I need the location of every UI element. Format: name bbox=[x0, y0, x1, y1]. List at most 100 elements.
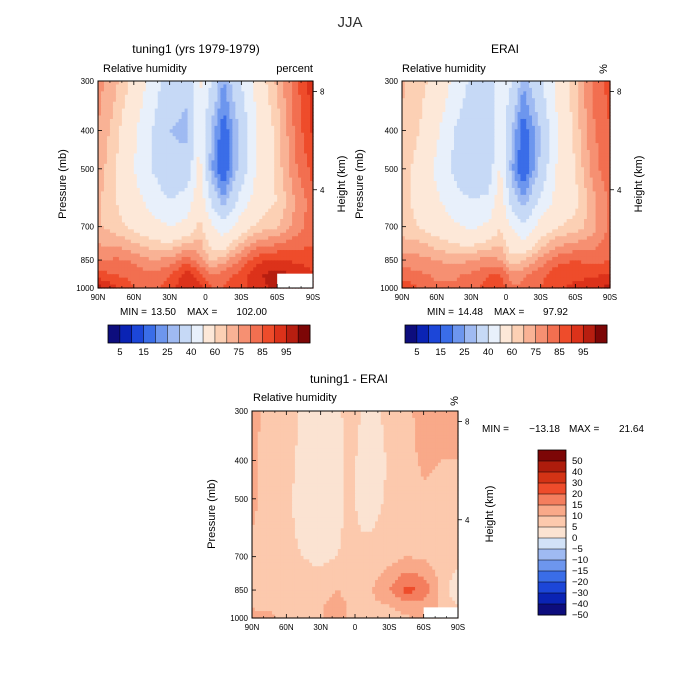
field-cell bbox=[175, 122, 180, 127]
field-cell bbox=[166, 118, 171, 123]
field-cell bbox=[184, 132, 189, 137]
field-cell bbox=[244, 136, 248, 141]
field-cell bbox=[190, 105, 195, 110]
field-cell bbox=[181, 112, 186, 117]
field-cell bbox=[229, 136, 233, 141]
field-cell bbox=[232, 132, 236, 137]
field-cell bbox=[265, 84, 269, 89]
field-cell bbox=[106, 118, 111, 123]
field-cell bbox=[98, 143, 102, 148]
field-cell bbox=[247, 118, 251, 123]
field-cell bbox=[148, 122, 153, 127]
field-cell bbox=[196, 87, 201, 92]
field-cell bbox=[280, 136, 284, 141]
field-cell bbox=[226, 84, 230, 89]
field-cell bbox=[130, 122, 135, 127]
field-cell bbox=[151, 98, 156, 103]
field-cell bbox=[280, 122, 284, 127]
field-cell bbox=[112, 108, 117, 113]
field-cell bbox=[109, 105, 114, 110]
field-cell bbox=[139, 129, 144, 134]
field-cell bbox=[274, 118, 278, 123]
field-cell bbox=[202, 94, 207, 99]
field-cell bbox=[187, 81, 192, 86]
field-cell bbox=[133, 129, 138, 134]
field-cell bbox=[295, 84, 299, 89]
field-cell bbox=[304, 98, 308, 103]
x-tick-label: 30S bbox=[234, 293, 248, 302]
field-cell bbox=[307, 112, 311, 117]
field-cell bbox=[172, 118, 177, 123]
x-tick-label: 90S bbox=[306, 293, 320, 302]
field-cell bbox=[235, 94, 239, 99]
field-cell bbox=[265, 101, 269, 106]
field-cell bbox=[139, 112, 144, 117]
field-cell bbox=[187, 136, 192, 141]
field-cell bbox=[232, 87, 236, 92]
field-cell bbox=[244, 98, 248, 103]
field-cell bbox=[295, 105, 299, 110]
field-cell bbox=[202, 132, 207, 137]
x-tick-label: 90N bbox=[91, 293, 106, 302]
field-cell bbox=[157, 108, 162, 113]
field-cell bbox=[133, 115, 138, 120]
field-cell bbox=[139, 81, 144, 86]
field-cell bbox=[271, 87, 275, 92]
field-cell bbox=[106, 101, 111, 106]
field-cell bbox=[175, 108, 180, 113]
field-cell bbox=[202, 118, 207, 123]
field-cell bbox=[139, 101, 144, 106]
field-cell bbox=[163, 115, 168, 120]
field-cell bbox=[283, 94, 287, 99]
field-cell bbox=[193, 87, 198, 92]
field-cell bbox=[268, 98, 272, 103]
field-cell bbox=[238, 136, 242, 141]
field-cell bbox=[178, 87, 183, 92]
field-cell bbox=[214, 143, 219, 148]
field-cell bbox=[178, 136, 183, 141]
field-cell bbox=[160, 139, 165, 144]
field-cell bbox=[148, 143, 153, 148]
field-cell bbox=[307, 101, 311, 106]
field-cell bbox=[253, 118, 257, 123]
field-cell bbox=[280, 115, 284, 120]
field-cell bbox=[262, 98, 266, 103]
field-cell bbox=[145, 143, 150, 148]
field-cell bbox=[163, 139, 168, 144]
field-cell bbox=[277, 91, 281, 96]
field-cell bbox=[196, 84, 201, 89]
field-cell bbox=[169, 139, 174, 144]
field-cell bbox=[235, 98, 239, 103]
field-cell bbox=[208, 122, 213, 127]
field-cell bbox=[310, 122, 314, 127]
field-cell bbox=[154, 98, 159, 103]
field-cell bbox=[130, 91, 135, 96]
field-cell bbox=[151, 115, 156, 120]
field-cell bbox=[148, 118, 153, 123]
field-cell bbox=[262, 112, 266, 117]
field-cell bbox=[148, 108, 153, 113]
field-cell bbox=[256, 125, 260, 130]
field-cell bbox=[274, 98, 278, 103]
field-cell bbox=[205, 105, 210, 110]
field-cell bbox=[112, 87, 117, 92]
field-cell bbox=[247, 115, 251, 120]
field-cell bbox=[271, 94, 275, 99]
field-cell bbox=[109, 87, 114, 92]
field-cell bbox=[103, 91, 108, 96]
field-cell bbox=[301, 132, 305, 137]
field-cell bbox=[151, 108, 156, 113]
field-cell bbox=[220, 112, 225, 117]
field-cell bbox=[262, 84, 266, 89]
field-cell bbox=[268, 108, 272, 113]
field-cell bbox=[160, 91, 165, 96]
field-cell bbox=[148, 125, 153, 130]
field-cell bbox=[178, 108, 183, 113]
field-cell bbox=[202, 139, 207, 144]
field-cell bbox=[136, 132, 141, 137]
field-cell bbox=[148, 84, 153, 89]
field-cell bbox=[157, 112, 162, 117]
field-cell bbox=[181, 118, 186, 123]
field-cell bbox=[235, 125, 239, 130]
field-cell bbox=[199, 108, 204, 113]
